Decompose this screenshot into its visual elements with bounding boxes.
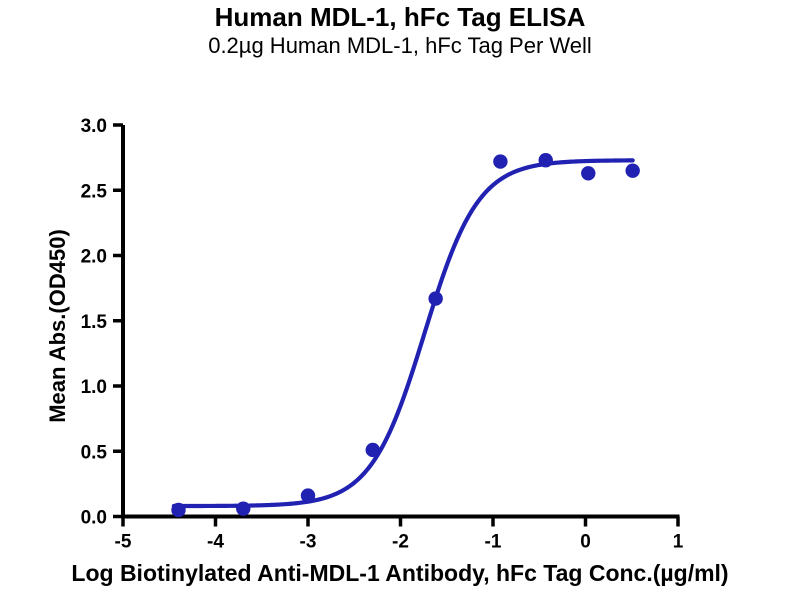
data-point (493, 154, 508, 169)
data-point (300, 488, 316, 503)
x-tick-label: -3 (300, 532, 317, 553)
x-tick-label: 0 (580, 532, 591, 553)
chart-subtitle: 0.2µg Human MDL-1, hFc Tag Per Well (208, 33, 592, 58)
data-point (171, 502, 186, 518)
y-tick-label: 0.5 (81, 442, 108, 463)
data-point (428, 291, 443, 306)
y-tick-label: 1.0 (81, 377, 107, 398)
x-tick-label: -4 (207, 532, 224, 553)
data-point (236, 501, 251, 516)
x-tick-label: -1 (485, 532, 502, 553)
x-tick-label: 1 (673, 532, 684, 553)
y-tick-label: 1.5 (81, 312, 108, 333)
data-point (581, 166, 596, 181)
x-axis-label: Log Biotinylated Anti-MDL-1 Antibody, hF… (71, 560, 729, 586)
chart-title: Human MDL-1, hFc Tag ELISA (214, 2, 586, 32)
data-point (365, 442, 380, 458)
y-tick-label: 2.5 (81, 181, 108, 202)
data-point (538, 153, 553, 168)
y-tick-label: 3.0 (81, 116, 107, 137)
x-tick-label: -5 (115, 532, 132, 553)
y-tick-label: 2.0 (81, 247, 107, 268)
fit-curve (171, 158, 635, 509)
x-tick-label: -2 (392, 532, 409, 553)
data-point (625, 163, 640, 178)
y-tick-label: 0.0 (81, 508, 107, 529)
